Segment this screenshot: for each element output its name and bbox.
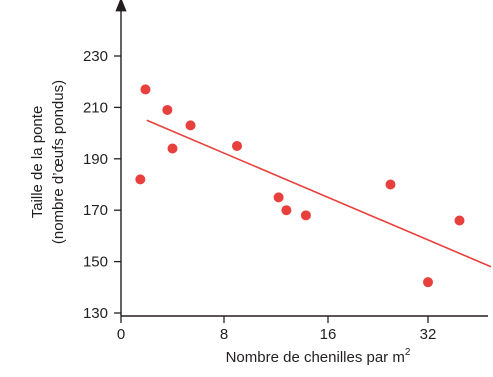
x-tick-label-32: 32 <box>420 326 437 343</box>
data-point-7 <box>273 192 284 203</box>
x-axis-title: Nombre de chenilles par m2 <box>226 347 411 366</box>
data-point-8 <box>281 205 292 216</box>
data-point-9 <box>300 210 311 221</box>
y-tick-label-190: 190 <box>83 151 108 168</box>
y-tick-label-210: 210 <box>83 99 108 116</box>
y-tick-label-170: 170 <box>83 202 108 219</box>
data-point-2 <box>140 84 151 95</box>
x-ticks: 0 8 16 32 <box>117 316 437 343</box>
x-tick-label-16: 16 <box>320 326 337 343</box>
data-point-12 <box>454 215 465 226</box>
data-point-11 <box>423 277 433 288</box>
data-point-1 <box>135 174 146 185</box>
y-ticks: 130 150 170 190 210 230 <box>83 48 121 322</box>
data-point-5 <box>185 120 196 131</box>
x-tick-label-0: 0 <box>117 326 125 343</box>
y-tick-label-150: 150 <box>83 254 108 271</box>
x-tick-label-8: 8 <box>220 326 228 343</box>
x-axis-title-superscript: 2 <box>405 347 411 358</box>
x-axis-title-text: Nombre de chenilles par m <box>226 349 405 366</box>
data-point-3 <box>162 104 173 115</box>
y-tick-label-130: 130 <box>83 305 108 322</box>
trend-line <box>146 119 492 268</box>
data-point-10 <box>385 179 396 190</box>
data-point-4 <box>167 143 178 154</box>
data-point-6 <box>232 140 242 151</box>
y-axis-title-line1: Taille de la ponte <box>29 106 46 219</box>
y-tick-label-230: 230 <box>83 48 108 65</box>
y-axis-title-line2: (nombre d’œufs pondus) <box>50 80 67 244</box>
data-points <box>135 84 465 288</box>
axes <box>115 0 488 317</box>
